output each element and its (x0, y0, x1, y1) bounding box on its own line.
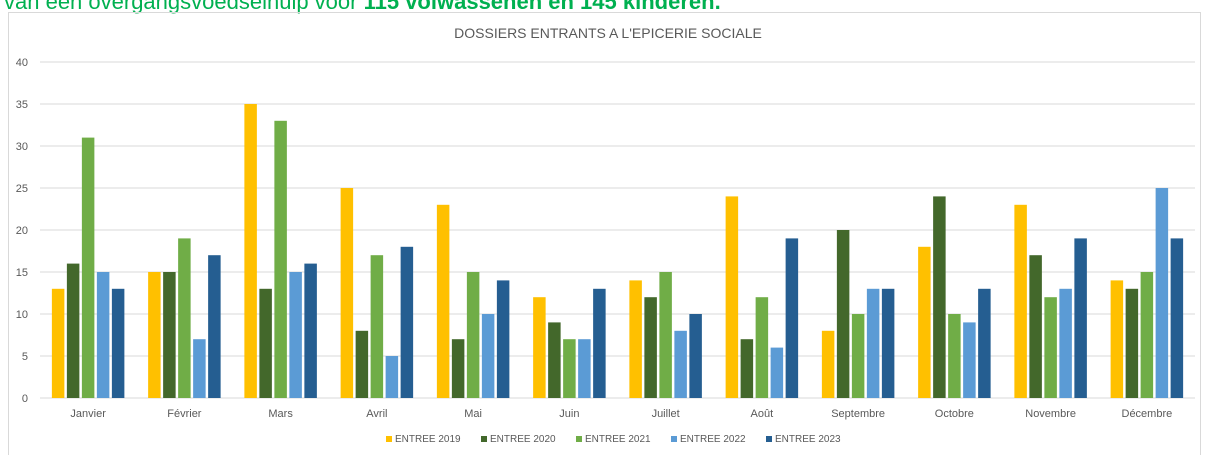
bar (689, 314, 702, 398)
bar (725, 196, 739, 398)
bar (51, 288, 65, 398)
y-tick-label: 15 (16, 267, 28, 279)
bar (274, 120, 287, 399)
bar (178, 238, 191, 398)
bar (593, 288, 606, 398)
bar (1140, 272, 1154, 398)
header: van een overgangsvoedselhulp voor 115 vo… (4, 0, 721, 14)
y-tick-label: 5 (22, 351, 28, 363)
bar (674, 330, 687, 398)
bar (978, 288, 991, 398)
bar (963, 322, 976, 398)
bar (111, 288, 125, 398)
bar (821, 330, 835, 398)
bar (1059, 288, 1072, 398)
legend-swatch (481, 436, 487, 442)
bar (933, 196, 946, 398)
x-tick-label: Novembre (1025, 408, 1076, 420)
chart-title: DOSSIERS ENTRANTS A L'EPICERIE SOCIALE (454, 25, 762, 41)
bar (451, 339, 465, 398)
bar (1014, 204, 1027, 398)
bar (629, 280, 642, 398)
bar (436, 204, 450, 398)
legend-label: ENTREE 2022 (680, 434, 746, 445)
legend-swatch (576, 436, 582, 442)
bar (81, 137, 95, 398)
bar (400, 246, 414, 398)
legend-label: ENTREE 2023 (775, 434, 841, 445)
bar (385, 356, 399, 398)
bar (259, 288, 272, 398)
y-tick-label: 30 (16, 141, 28, 153)
y-tick-label: 35 (16, 99, 28, 111)
bar (881, 288, 895, 398)
legend-label: ENTREE 2019 (395, 434, 461, 445)
legend-label: ENTREE 2021 (585, 434, 651, 445)
bar (1029, 255, 1042, 398)
bar (96, 272, 110, 398)
x-tick-label: Mai (464, 408, 482, 420)
bar (851, 314, 865, 398)
legend-label: ENTREE 2020 (490, 434, 556, 445)
bar (1125, 288, 1139, 398)
bar (918, 246, 931, 398)
bar (1170, 238, 1184, 398)
bar (193, 339, 206, 398)
bar (466, 272, 480, 398)
legend-swatch (386, 436, 392, 442)
legend-swatch (671, 436, 677, 442)
bar (1044, 297, 1057, 398)
bar (548, 322, 561, 398)
bar (304, 263, 317, 398)
bar (289, 272, 302, 398)
x-tick-label: Février (167, 408, 202, 420)
bar (1110, 280, 1124, 398)
y-tick-label: 20 (16, 225, 28, 237)
x-tick-label: Mars (268, 408, 293, 420)
x-tick-label: Avril (366, 408, 387, 420)
header-text: van een overgangsvoedselhulp voor (4, 0, 364, 14)
bar (866, 288, 880, 398)
bar (563, 339, 576, 398)
x-tick-label: Octobre (935, 408, 974, 420)
legend-swatch (766, 436, 772, 442)
y-tick-label: 40 (16, 57, 28, 69)
bar (355, 330, 369, 398)
bar (578, 339, 591, 398)
bar (533, 297, 546, 398)
bar (340, 188, 354, 398)
x-tick-label: Juillet (652, 408, 680, 420)
bar (785, 238, 799, 398)
bar (740, 339, 754, 398)
bar (148, 272, 161, 398)
y-tick-label: 10 (16, 309, 28, 321)
x-tick-label: Décembre (1122, 408, 1173, 420)
header-bold: 115 volwassenen en 145 kinderen. (364, 0, 721, 14)
bar (163, 272, 176, 398)
x-tick-label: Juin (559, 408, 579, 420)
x-tick-label: Septembre (831, 408, 885, 420)
bar (208, 255, 221, 398)
x-tick-label: Août (751, 408, 774, 420)
bar (66, 263, 80, 398)
bar (496, 280, 510, 398)
chart-frame (8, 12, 1201, 460)
bar (1074, 238, 1087, 398)
bar (1155, 188, 1169, 398)
bar (370, 255, 384, 398)
bar (755, 297, 769, 398)
y-tick-label: 0 (22, 393, 28, 405)
bar (836, 230, 850, 398)
bar (644, 297, 657, 398)
bar (481, 314, 495, 398)
bar (770, 347, 784, 398)
bar (948, 314, 961, 398)
bar (244, 104, 257, 398)
bar (659, 272, 672, 398)
y-tick-label: 25 (16, 183, 28, 195)
x-tick-label: Janvier (70, 408, 106, 420)
